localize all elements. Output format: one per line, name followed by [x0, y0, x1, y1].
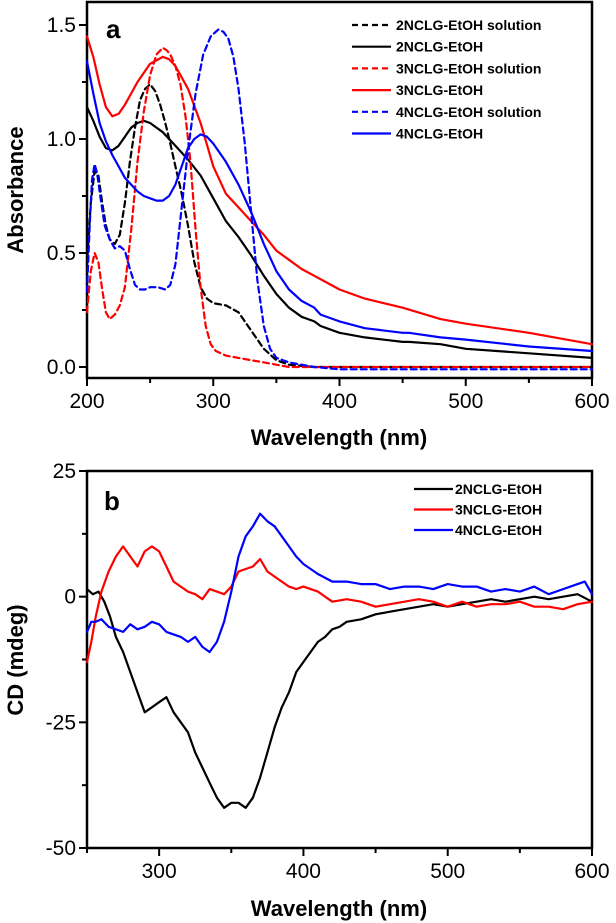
panel-b-series — [85, 512, 594, 809]
legend-label: 4NCLG-EtOH solution — [396, 104, 541, 120]
panel-b: b 25 0 -25 -50 300 400 500 600 Wavelength (nm)… — [3, 460, 610, 921]
y-tick-label: 0 — [64, 586, 76, 609]
x-tick-label: 300 — [196, 390, 231, 413]
panel-b-y-axis: 25 0 -25 -50 — [46, 460, 87, 860]
series-2nclg-etoh — [85, 588, 594, 809]
panel-a-x-axis: 200 300 400 500 600 — [69, 378, 610, 413]
panel-a-series — [85, 28, 594, 371]
panel-a: a 0.0 0.5 1.0 1.5 200 300 400 500 600 Wavelengt… — [3, 0, 610, 450]
legend-label: 4NCLG-EtOH — [455, 522, 542, 538]
legend-label: 3NCLG-EtOH solution — [396, 60, 541, 76]
panel-b-y-axis-title: CD (mdeg) — [3, 604, 28, 715]
series-3nclg-etoh — [85, 35, 594, 346]
panel-b-label: b — [104, 486, 120, 516]
y-tick-label: 1.0 — [47, 128, 76, 151]
x-tick-label: 300 — [142, 860, 177, 883]
x-tick-label: 400 — [322, 390, 357, 413]
panel-a-x-axis-title: Wavelength (nm) — [251, 425, 427, 450]
series-4nclg-etoh — [85, 60, 594, 353]
x-tick-label: 500 — [430, 860, 465, 883]
series-2nclg-etoh-solution — [85, 83, 594, 369]
panel-a-legend: 2NCLG-EtOH solution 2NCLG-EtOH 3NCLG-EtOH … — [352, 17, 541, 142]
series-4nclg-etoh-solution — [85, 28, 594, 371]
legend-label: 2NCLG-EtOH — [455, 481, 542, 497]
panel-b-x-axis-title: Wavelength (nm) — [251, 896, 427, 921]
y-tick-label: 1.5 — [47, 14, 76, 37]
y-tick-label: 0.0 — [47, 356, 76, 379]
x-tick-label: 400 — [286, 860, 321, 883]
panel-b-legend: 2NCLG-EtOH 3NCLG-EtOH 4NCLG-EtOH — [414, 481, 542, 538]
x-tick-label: 500 — [448, 390, 483, 413]
panel-b-x-axis: 300 400 500 600 — [86, 848, 610, 883]
series-2nclg-etoh — [85, 106, 594, 359]
y-tick-label: 25 — [53, 460, 76, 483]
legend-label: 2NCLG-EtOH solution — [396, 17, 541, 33]
panel-a-y-axis-title: Absorbance — [3, 126, 28, 253]
y-tick-label: 0.5 — [47, 242, 76, 265]
x-tick-label: 200 — [69, 390, 104, 413]
legend-label: 3NCLG-EtOH — [396, 82, 483, 98]
panel-a-label: a — [106, 14, 121, 44]
series-3nclg-etoh-solution — [85, 46, 594, 369]
legend-label: 2NCLG-EtOH — [396, 39, 483, 55]
legend-label: 4NCLG-EtOH — [396, 126, 483, 142]
series-3nclg-etoh — [85, 545, 594, 664]
y-tick-label: -50 — [46, 837, 76, 860]
y-tick-label: -25 — [46, 711, 76, 734]
x-tick-label: 600 — [574, 860, 609, 883]
panel-a-y-axis: 0.0 0.5 1.0 1.5 — [47, 14, 87, 379]
legend-label: 3NCLG-EtOH — [455, 502, 542, 518]
series-4nclg-etoh — [85, 512, 594, 654]
x-tick-label: 600 — [574, 390, 609, 413]
